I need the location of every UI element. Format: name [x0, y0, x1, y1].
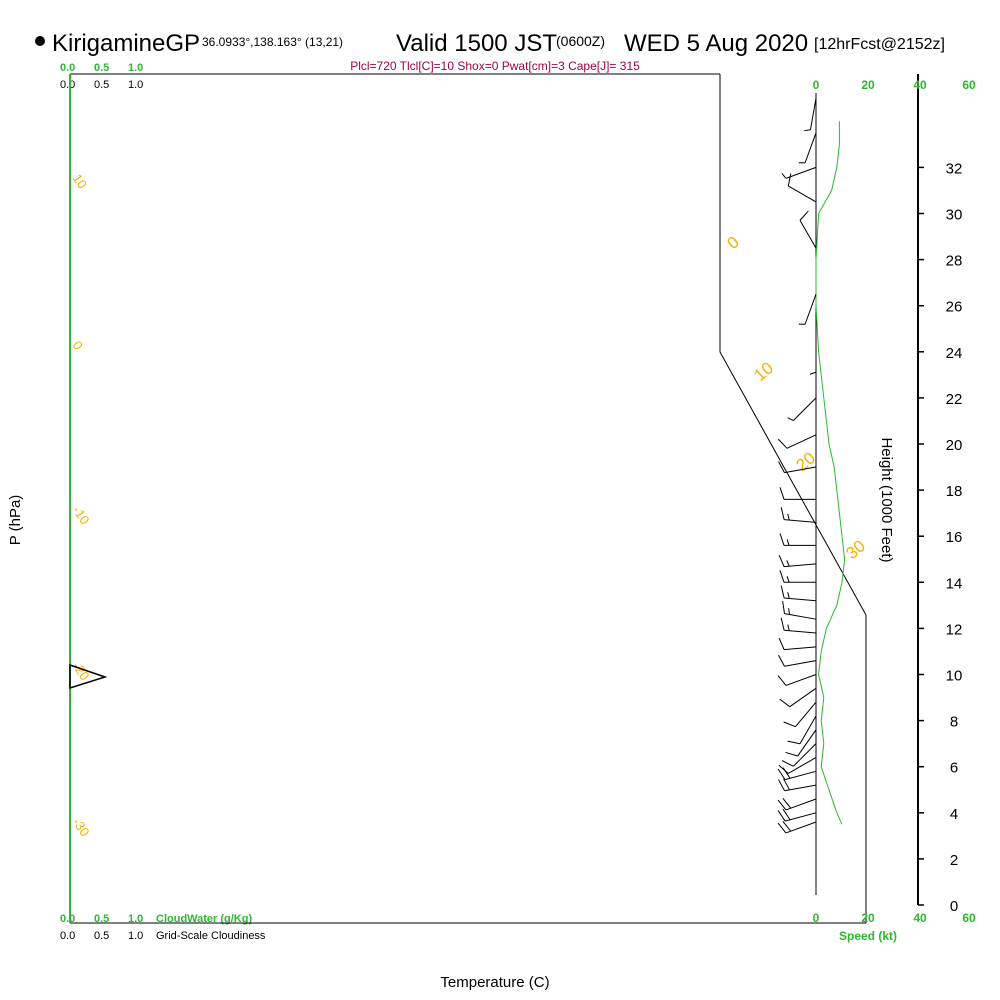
wind-barb [777, 797, 817, 811]
surface-elevation-marker [69, 663, 108, 690]
wind-barb [779, 570, 816, 583]
wind-speed-profile [815, 121, 846, 825]
wind-barb [778, 757, 817, 774]
height-tick: 26 [946, 299, 963, 316]
wind-barb [780, 585, 817, 602]
cloud-scale-bottom-green-0: 0.0 [60, 913, 75, 925]
cloud-scale-top-green-0: 0.0 [60, 62, 75, 74]
height-tick: 16 [946, 529, 963, 546]
height-tick: 18 [946, 483, 963, 500]
height-tick: 24 [946, 345, 963, 362]
pressure-axis-title: P (hPa) [7, 495, 24, 546]
wind-barb [787, 173, 817, 203]
wind-barb [778, 778, 817, 792]
height-tick: 2 [950, 852, 958, 869]
station-name: KirigamineGP [52, 30, 200, 57]
cloudwater-label: CloudWater (g/Kg) [156, 913, 252, 925]
wind-barb [781, 166, 817, 179]
cloudiness-scale-1: 0.5 [94, 930, 109, 942]
speed-tick-top: 0 [813, 78, 820, 92]
height-tick: 4 [950, 806, 958, 823]
cloudiness-scale-0: 0.0 [60, 930, 75, 942]
wind-barb [785, 729, 817, 757]
speed-tick-top: 40 [913, 78, 927, 92]
wind-barb [809, 340, 817, 375]
forecast-label: [12hrFcst@2152z] [814, 36, 945, 53]
cloud-scale-top-green-2: 1.0 [128, 62, 143, 74]
wind-barb [787, 397, 817, 421]
wind-barb [779, 533, 816, 546]
wind-barb [777, 434, 817, 449]
wind-barb [778, 461, 817, 474]
wind-barb [782, 601, 817, 620]
height-tick: 14 [946, 575, 963, 592]
wind-barb [779, 487, 816, 500]
valid-date: WED 5 Aug 2020 [624, 30, 808, 57]
wind-barb [787, 715, 817, 745]
speed-tick-top: 60 [962, 78, 976, 92]
height-axis-title: Height (1000 Feet) [878, 437, 895, 562]
height-tick: 6 [950, 760, 958, 777]
wind-barb [798, 294, 817, 325]
wind-barb [778, 637, 817, 651]
speed-tick-bottom: 60 [962, 911, 976, 925]
cloud-scale-bottom-green-2: 1.0 [128, 913, 143, 925]
wind-barb [799, 210, 817, 249]
wind-barb [778, 654, 817, 667]
stability-indices: Plcl=720 Tlcl[C]=10 Shox=0 Pwat[cm]=3 Ca… [350, 59, 640, 73]
wind-barb [780, 507, 817, 523]
wind-barb [779, 687, 817, 708]
height-tick: 12 [946, 621, 963, 638]
height-tick: 20 [946, 437, 963, 454]
wind-barb [778, 554, 817, 568]
wind-barb [777, 674, 817, 686]
header-bullet-icon [35, 36, 45, 46]
valid-time: Valid 1500 JST [396, 30, 557, 57]
height-tick: 8 [950, 714, 958, 731]
cloud-scale-top-black-1: 0.5 [94, 79, 109, 91]
cloud-scale-top-black-2: 1.0 [128, 79, 143, 91]
speed-tick-top: 20 [861, 78, 875, 92]
wind-barb [777, 820, 817, 834]
height-tick: 28 [946, 253, 963, 270]
temperature-axis-title: Temperature (C) [440, 974, 549, 991]
wind-barb [777, 808, 817, 822]
wind-barb [783, 701, 817, 728]
frame-diagonal [719, 351, 867, 616]
cloudiness-scale-2: 1.0 [128, 930, 143, 942]
height-tick: 32 [946, 160, 963, 177]
wind-barb [804, 98, 817, 132]
height-tick: 30 [946, 207, 963, 224]
height-tick: 10 [946, 668, 963, 685]
dry-adiabat-label: 10 [70, 171, 91, 191]
cloudiness-label: Grid-Scale Cloudiness [156, 930, 266, 942]
station-coords: 36.0933°,138.163° (13,21) [202, 35, 343, 49]
valid-zulu: (0600Z) [556, 33, 605, 49]
wind-barb [798, 132, 817, 164]
height-tick: 0 [950, 898, 958, 915]
wind-barb [781, 743, 817, 767]
speed-tick-bottom: 40 [913, 911, 927, 925]
cloud-scale-top-black-0: 0.0 [60, 79, 75, 91]
wind-barb [780, 617, 817, 634]
cloud-scale-top-green-1: 0.5 [94, 62, 109, 74]
height-tick: 22 [946, 391, 963, 408]
speed-tick-bottom: 20 [861, 911, 875, 925]
speed-axis-title: Speed (kt) [839, 929, 897, 943]
cloud-scale-bottom-green-1: 0.5 [94, 913, 109, 925]
speed-tick-bottom: 0 [813, 911, 820, 925]
